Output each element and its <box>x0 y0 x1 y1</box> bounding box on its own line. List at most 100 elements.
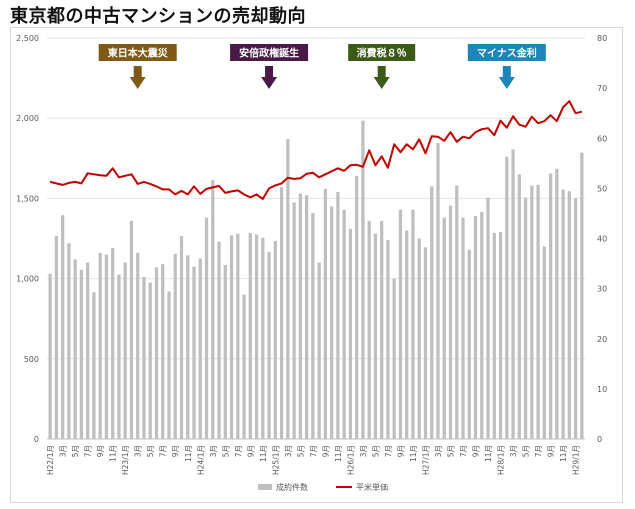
x-tick-label: 3月 <box>59 445 68 457</box>
event-annotation: 消費税８％ <box>348 44 416 89</box>
right-axis-ticks: 0 10 20 30 40 50 60 70 80 <box>597 34 607 444</box>
sales-count-bar <box>48 273 52 439</box>
sales-count-bar <box>298 193 302 439</box>
bar-series-sales-count <box>48 120 584 440</box>
x-tick-label: 9月 <box>472 445 481 457</box>
x-tick-label: 9月 <box>321 445 330 457</box>
x-tick-label: 11月 <box>109 445 118 462</box>
x-tick-label: H27/1月 <box>421 445 430 475</box>
sales-count-bar <box>461 217 465 439</box>
sales-count-bar <box>480 212 484 439</box>
x-tick-label: 11月 <box>409 445 418 462</box>
right-tick-label: 30 <box>597 285 607 294</box>
annotation-box <box>467 44 546 61</box>
x-tick-label: 5月 <box>371 445 380 457</box>
sales-count-bar <box>486 197 490 439</box>
sales-count-bar <box>204 217 209 439</box>
sales-count-bar <box>111 248 115 439</box>
sales-count-bar <box>330 206 334 439</box>
x-tick-label: H29/1月 <box>572 445 581 475</box>
x-tick-label: 7月 <box>309 445 318 457</box>
x-tick-label: 5月 <box>296 445 305 457</box>
x-tick-label: 11月 <box>334 445 343 462</box>
x-tick-label: 5月 <box>522 445 531 457</box>
x-tick-label: 9月 <box>246 445 255 457</box>
sales-count-bar <box>123 262 127 439</box>
sales-count-bar <box>361 120 365 439</box>
legend-swatch-bar <box>258 484 272 490</box>
x-tick-label: H26/1月 <box>346 445 355 475</box>
x-tick-label: 9月 <box>396 445 405 457</box>
sales-count-bar <box>211 179 215 440</box>
down-arrow-icon <box>129 66 146 89</box>
chart-frame <box>10 27 623 503</box>
left-tick-label: 2,000 <box>16 114 39 123</box>
sales-count-bar <box>304 195 309 439</box>
annotation-label: 消費税８％ <box>357 47 407 60</box>
x-tick-label: 5月 <box>146 445 155 457</box>
right-tick-label: 20 <box>597 335 607 344</box>
sales-count-bar <box>342 209 346 439</box>
sales-count-bar <box>217 241 221 439</box>
x-tick-label: 11月 <box>484 445 493 462</box>
sales-count-bar <box>292 202 296 439</box>
sales-count-bar <box>117 274 121 439</box>
sales-count-bar <box>248 232 252 439</box>
x-tick-label: 7月 <box>534 445 543 457</box>
legend-label-unit-price: 平米単価 <box>356 482 388 492</box>
x-tick-label: 3月 <box>434 445 443 457</box>
sales-count-bar <box>430 186 434 439</box>
sales-count-bar <box>555 168 559 439</box>
sales-count-bar <box>417 238 421 439</box>
x-tick-label: 3月 <box>284 445 293 457</box>
sales-count-bar <box>136 252 140 439</box>
sales-count-bar <box>223 264 227 439</box>
sales-count-bar <box>542 246 546 439</box>
legend-label-sales-count: 成約件数 <box>276 482 308 492</box>
annotation-label: 東日本大震災 <box>108 47 169 60</box>
sales-count-bar <box>279 187 284 439</box>
x-tick-label: 7月 <box>459 445 468 457</box>
sales-count-bar <box>373 233 378 439</box>
annotation-box <box>230 44 309 61</box>
x-tick-label: H22/1月 <box>46 445 55 475</box>
sales-count-bar <box>254 234 259 439</box>
sales-count-bar <box>511 149 515 439</box>
sales-count-bar <box>530 185 534 439</box>
down-arrow-icon <box>373 66 390 89</box>
chart-legend: 成約件数 平米単価 <box>258 482 388 492</box>
left-tick-label: 1,500 <box>16 194 39 203</box>
sales-count-bar <box>73 259 77 439</box>
sales-count-bar <box>198 258 202 439</box>
sales-count-bar <box>86 262 90 439</box>
x-tick-label: 3月 <box>209 445 218 457</box>
right-tick-label: 80 <box>597 34 607 43</box>
sales-count-bar <box>523 197 528 439</box>
event-annotation: マイナス金利 <box>467 44 546 89</box>
down-arrow-icon <box>498 66 515 89</box>
sales-count-bar <box>348 228 353 439</box>
sales-count-bar <box>286 139 290 439</box>
x-tick-label: 9月 <box>96 445 105 457</box>
sales-count-bar <box>267 252 271 439</box>
x-tick-label: 11月 <box>184 445 193 462</box>
sales-count-bar <box>79 269 84 439</box>
right-tick-label: 0 <box>597 435 602 444</box>
sales-count-bar <box>448 205 453 439</box>
sales-count-bar <box>273 240 277 439</box>
annotation-label: マイナス金利 <box>477 47 537 60</box>
sales-count-bar <box>229 235 234 439</box>
x-tick-label: 9月 <box>547 445 556 457</box>
left-axis-ticks: 0 500 1,000 1,500 2,000 2,500 <box>16 34 39 444</box>
sales-count-bar <box>242 294 246 439</box>
sales-count-bar <box>392 278 396 439</box>
left-tick-label: 2,500 <box>16 34 39 43</box>
sales-count-bar <box>173 253 177 439</box>
sales-count-bar <box>161 264 165 439</box>
sales-count-bar <box>492 232 496 439</box>
annotation-box <box>348 44 416 61</box>
sales-count-bar <box>567 191 571 439</box>
sales-count-bar <box>398 209 403 439</box>
x-tick-label: 3月 <box>134 445 143 457</box>
sales-count-bar <box>167 291 171 439</box>
